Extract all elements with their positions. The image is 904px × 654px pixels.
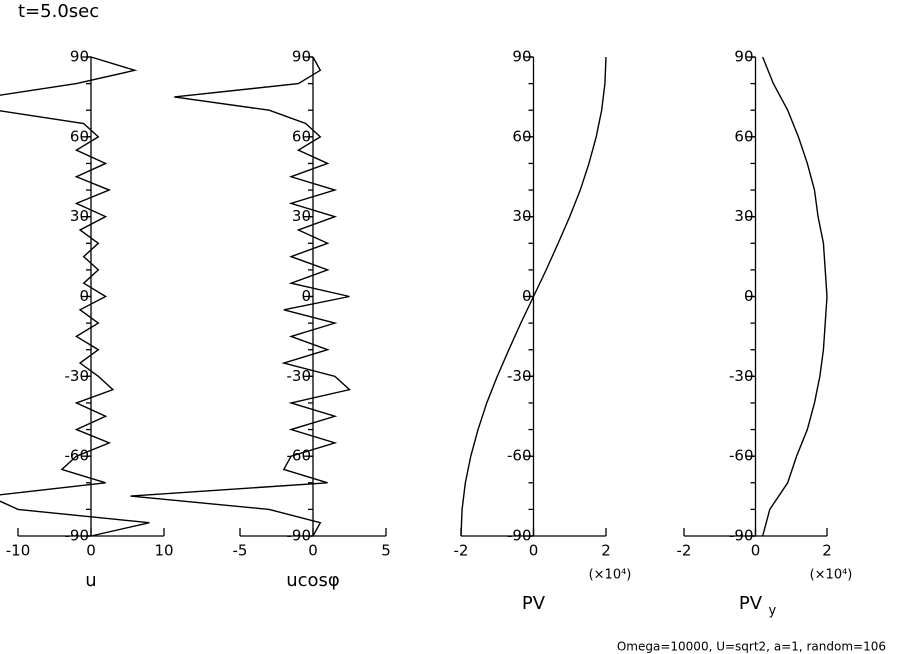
y-tick-label: 0 xyxy=(522,287,532,305)
profile-line xyxy=(761,56,828,537)
profile-line xyxy=(460,56,607,537)
x-axis-label: PV xyxy=(522,593,546,614)
x-axis-label: u xyxy=(85,570,96,591)
figure-title: t=5.0sec xyxy=(18,1,99,22)
x-scale-label: (×10⁴) xyxy=(589,568,632,583)
x-tick-label: -2 xyxy=(454,542,469,560)
x-axis-label-subscript: y xyxy=(769,604,777,619)
y-tick-label: -30 xyxy=(287,367,312,385)
x-tick-label: 2 xyxy=(822,542,832,560)
y-tick-label: 0 xyxy=(301,287,311,305)
y-tick-label: -30 xyxy=(65,367,90,385)
y-tick-label: -90 xyxy=(507,527,532,545)
x-tick-label: -2 xyxy=(677,542,692,560)
y-tick-label: 90 xyxy=(734,48,753,66)
y-tick-label: -30 xyxy=(729,367,754,385)
x-axis-label: ucosφ xyxy=(286,570,340,591)
y-tick-label: -90 xyxy=(287,527,312,545)
x-tick-label: 0 xyxy=(751,542,761,560)
y-tick-label: -60 xyxy=(729,447,754,465)
y-tick-label: 60 xyxy=(512,127,531,145)
x-axis-label: PV xyxy=(739,593,763,614)
x-tick-label: -10 xyxy=(6,542,31,560)
y-tick-label: 0 xyxy=(79,287,89,305)
y-tick-label: -60 xyxy=(287,447,312,465)
profile-line xyxy=(130,56,351,537)
y-tick-label: 0 xyxy=(744,287,754,305)
y-tick-label: 30 xyxy=(512,207,531,225)
x-scale-label: (×10⁴) xyxy=(810,568,853,583)
x-tick-label: 0 xyxy=(86,542,96,560)
y-tick-label: -90 xyxy=(65,527,90,545)
y-tick-label: 60 xyxy=(70,127,89,145)
x-tick-label: -5 xyxy=(233,542,248,560)
y-tick-label: -90 xyxy=(729,527,754,545)
y-tick-label: 90 xyxy=(70,48,89,66)
y-tick-label: 30 xyxy=(292,207,311,225)
footer-note: Omega=10000, U=sqrt2, a=1, random=106 xyxy=(617,640,886,654)
y-tick-label: 30 xyxy=(70,207,89,225)
x-tick-label: 0 xyxy=(308,542,318,560)
x-tick-label: 0 xyxy=(529,542,539,560)
x-tick-label: 5 xyxy=(381,542,391,560)
x-tick-label: 2 xyxy=(601,542,611,560)
y-tick-label: 60 xyxy=(292,127,311,145)
y-tick-label: 90 xyxy=(512,48,531,66)
y-tick-label: -30 xyxy=(507,367,532,385)
y-tick-label: 90 xyxy=(292,48,311,66)
y-tick-label: -60 xyxy=(507,447,532,465)
y-tick-label: 60 xyxy=(734,127,753,145)
profile-line xyxy=(0,56,150,537)
x-tick-label: 10 xyxy=(154,542,173,560)
y-tick-label: 30 xyxy=(734,207,753,225)
